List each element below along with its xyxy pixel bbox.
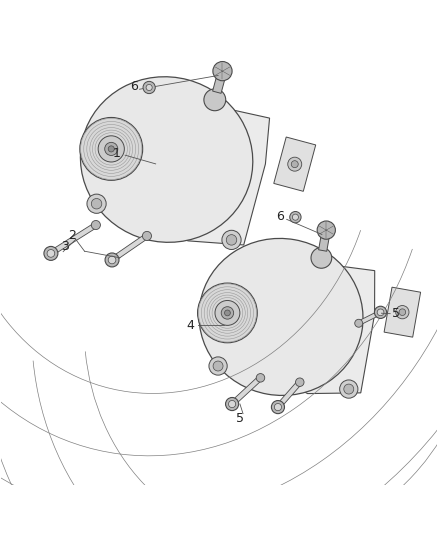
Circle shape (142, 231, 152, 240)
Ellipse shape (81, 77, 253, 243)
Circle shape (44, 246, 58, 261)
Text: 5: 5 (392, 307, 400, 320)
Text: 1: 1 (113, 147, 120, 160)
Circle shape (87, 194, 106, 213)
Circle shape (80, 117, 143, 180)
Circle shape (290, 212, 301, 223)
Circle shape (226, 398, 239, 410)
Circle shape (198, 283, 257, 343)
Circle shape (399, 309, 406, 316)
Circle shape (292, 214, 298, 220)
Text: 2: 2 (68, 229, 76, 241)
Circle shape (272, 400, 285, 414)
Circle shape (146, 84, 152, 91)
Ellipse shape (199, 238, 363, 395)
Circle shape (108, 256, 116, 264)
Circle shape (377, 309, 384, 316)
Polygon shape (49, 223, 97, 256)
Circle shape (213, 61, 232, 80)
Circle shape (339, 380, 358, 398)
Polygon shape (280, 261, 375, 393)
Circle shape (143, 82, 155, 94)
Circle shape (317, 221, 336, 239)
Circle shape (291, 160, 298, 168)
Polygon shape (212, 76, 225, 93)
Circle shape (215, 301, 240, 325)
Circle shape (108, 146, 114, 152)
Circle shape (105, 142, 118, 156)
Polygon shape (318, 235, 329, 251)
Text: 3: 3 (61, 240, 69, 253)
Circle shape (222, 230, 241, 249)
Circle shape (47, 249, 55, 257)
Circle shape (204, 89, 226, 111)
Polygon shape (384, 287, 420, 337)
Circle shape (229, 400, 236, 408)
Polygon shape (230, 376, 262, 406)
Polygon shape (276, 381, 302, 409)
Circle shape (355, 319, 363, 327)
Circle shape (256, 374, 265, 382)
Circle shape (311, 247, 332, 268)
Circle shape (344, 384, 354, 394)
Circle shape (374, 306, 387, 318)
Circle shape (226, 235, 237, 245)
Circle shape (225, 310, 230, 316)
Circle shape (105, 253, 119, 267)
Text: 6: 6 (130, 80, 138, 93)
Polygon shape (358, 310, 381, 325)
Text: 6: 6 (276, 210, 284, 223)
Polygon shape (160, 101, 269, 245)
Circle shape (98, 136, 124, 162)
Circle shape (296, 378, 304, 386)
Circle shape (274, 403, 282, 411)
Circle shape (221, 306, 233, 319)
Circle shape (209, 357, 227, 375)
Text: 5: 5 (236, 412, 244, 425)
Circle shape (91, 198, 102, 209)
Circle shape (396, 305, 409, 319)
Polygon shape (110, 234, 148, 262)
Text: 4: 4 (187, 319, 194, 332)
Circle shape (213, 361, 223, 371)
Circle shape (288, 157, 302, 171)
Circle shape (92, 221, 100, 230)
Polygon shape (274, 137, 316, 191)
